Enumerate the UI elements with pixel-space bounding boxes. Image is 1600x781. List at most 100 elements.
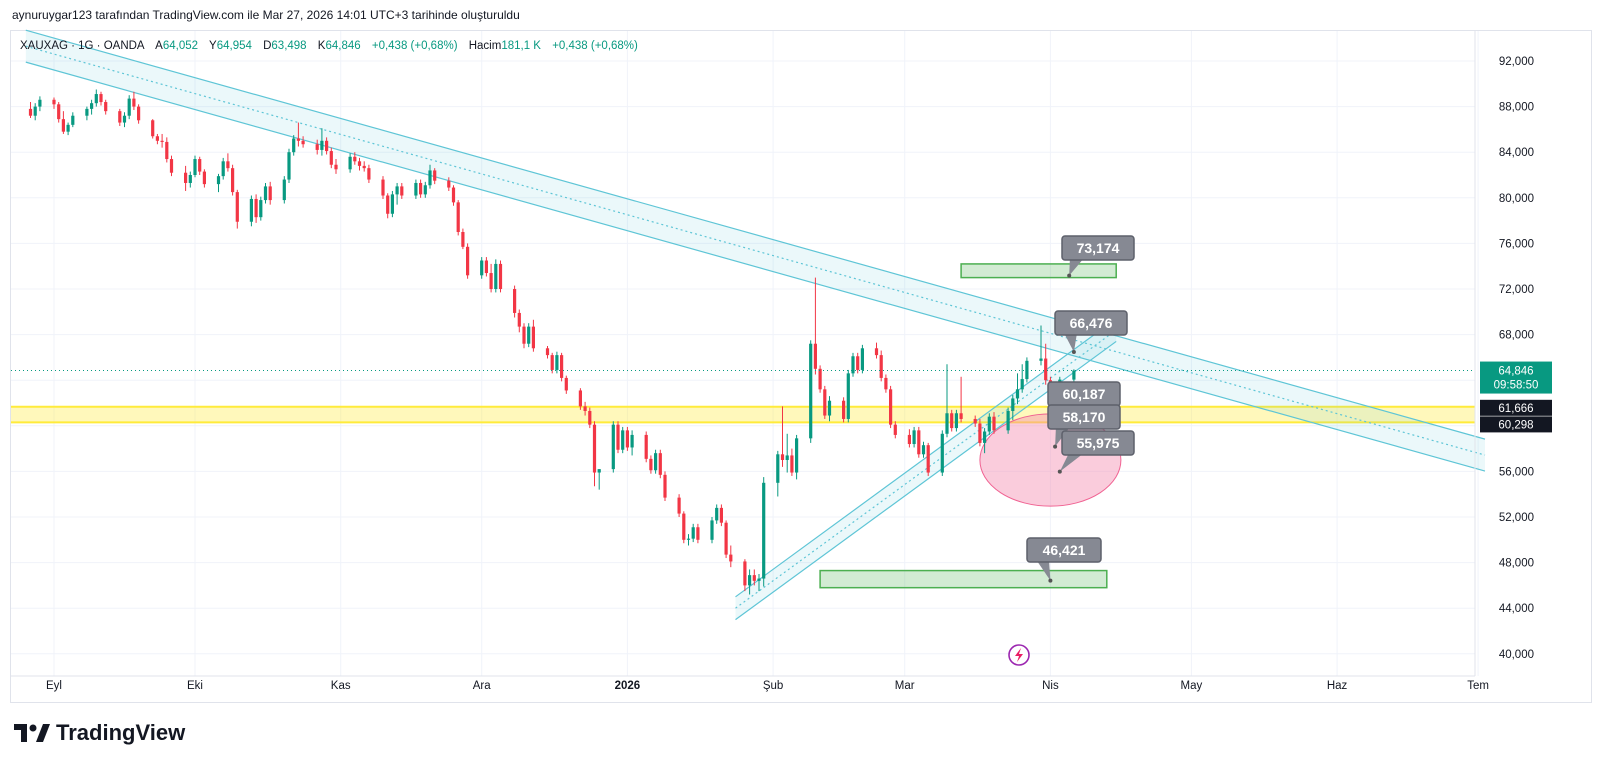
candle-body — [550, 355, 554, 370]
candle — [231, 164, 235, 196]
candle-body — [748, 575, 752, 586]
candle-body — [1020, 379, 1024, 390]
price-tag-box — [1054, 310, 1128, 336]
candle-body — [813, 343, 817, 369]
candle — [61, 111, 65, 134]
x-tick-label: May — [1181, 680, 1203, 692]
candle — [259, 196, 263, 221]
candle — [860, 344, 864, 374]
candle — [90, 99, 94, 115]
flash-icon[interactable] — [1008, 644, 1030, 666]
price-tag[interactable]: 66,476 — [1054, 310, 1128, 354]
candle-body — [926, 445, 930, 473]
candle — [785, 433, 789, 473]
candle-body — [987, 416, 991, 432]
x-tick-label: Şub — [763, 680, 783, 692]
candle-body — [752, 575, 756, 581]
target-zone-2[interactable] — [819, 569, 1108, 589]
candle — [1025, 357, 1029, 383]
candle — [762, 477, 766, 587]
candle-body — [795, 438, 799, 473]
target-zone-1[interactable] — [960, 263, 1117, 279]
candle-body — [940, 433, 944, 473]
price-tag[interactable]: 46,421 — [1026, 537, 1102, 583]
candle-body — [531, 326, 535, 349]
trend-channels[interactable] — [25, 29, 1486, 621]
y-tick-label: 84,000 — [1499, 147, 1534, 159]
candle-body — [61, 119, 65, 132]
candle — [959, 376, 963, 423]
candle-body — [945, 413, 949, 434]
candle-body — [259, 200, 263, 218]
candle — [686, 534, 691, 546]
candle-body — [917, 430, 921, 455]
legend-symbol[interactable]: XAUXAG · 1G · OANDA — [20, 40, 145, 52]
candle-body — [860, 348, 864, 370]
candle-body — [729, 554, 733, 562]
candle-body — [644, 434, 648, 459]
candle — [790, 448, 794, 476]
candle-body — [719, 507, 723, 523]
price-tag[interactable]: 58,170 — [1047, 404, 1121, 449]
candle-body — [132, 98, 136, 107]
candle-body — [292, 138, 296, 153]
candle — [729, 545, 733, 568]
last-price-label[interactable]: 64,846 09:58:50 — [1480, 361, 1552, 394]
candle-body — [597, 469, 601, 473]
candle — [517, 309, 521, 333]
candle-body — [1039, 358, 1043, 361]
candle — [874, 342, 879, 359]
candle-body — [578, 390, 582, 407]
candle-body — [386, 195, 390, 214]
price-tag-anchor — [1067, 273, 1072, 278]
legend-low-label: D — [263, 40, 272, 52]
candle — [395, 182, 399, 205]
candle — [94, 89, 98, 107]
down-channel-lower[interactable] — [25, 61, 1486, 472]
candle-body — [489, 273, 493, 289]
candle — [282, 176, 286, 204]
candle-body — [973, 418, 977, 424]
candle-body — [921, 445, 926, 455]
y-tick-label: 80,000 — [1499, 193, 1534, 205]
legend-high: 64,954 — [216, 40, 252, 52]
support-zone[interactable] — [11, 406, 1475, 423]
candle-body — [118, 111, 122, 123]
legend-low: 63,498 — [271, 40, 307, 52]
candle — [122, 112, 127, 128]
candle-body — [296, 138, 300, 141]
candle-body — [57, 104, 61, 120]
tradingview-brand[interactable]: TradingView — [14, 720, 185, 746]
candle-body — [94, 94, 98, 104]
candle — [724, 520, 728, 559]
candle-body — [912, 430, 916, 445]
y-tick-label: 72,000 — [1499, 284, 1534, 296]
candle — [292, 135, 296, 156]
price-tag-box — [1061, 235, 1135, 261]
candle-body — [184, 172, 188, 183]
candle — [1015, 373, 1020, 405]
candle-body — [743, 561, 747, 586]
candle-body — [616, 424, 620, 450]
candle-body — [249, 198, 253, 222]
candle — [423, 181, 427, 198]
down-channel-upper[interactable] — [25, 29, 1486, 440]
price-tag[interactable]: 73,174 — [1061, 235, 1135, 278]
candle-body — [287, 152, 291, 180]
up-channel-upper[interactable] — [735, 318, 1117, 598]
price-tags[interactable]: 73,174 66,476 60,187 58,170 55,975 46,421 — [1026, 235, 1135, 583]
candle — [38, 96, 42, 112]
candle-body — [658, 453, 662, 475]
last-price-box — [1480, 361, 1552, 394]
candle — [188, 171, 192, 188]
chart-frame[interactable] — [10, 30, 1592, 703]
price-tag-label: 73,174 — [1077, 240, 1120, 256]
price-tag[interactable]: 55,975 — [1057, 430, 1135, 474]
candle — [381, 176, 385, 199]
price-tag-anchor — [1071, 349, 1076, 354]
candle-body — [381, 179, 385, 196]
candle — [320, 128, 324, 156]
price-tag-label: 58,170 — [1063, 409, 1106, 425]
candle — [461, 228, 465, 250]
